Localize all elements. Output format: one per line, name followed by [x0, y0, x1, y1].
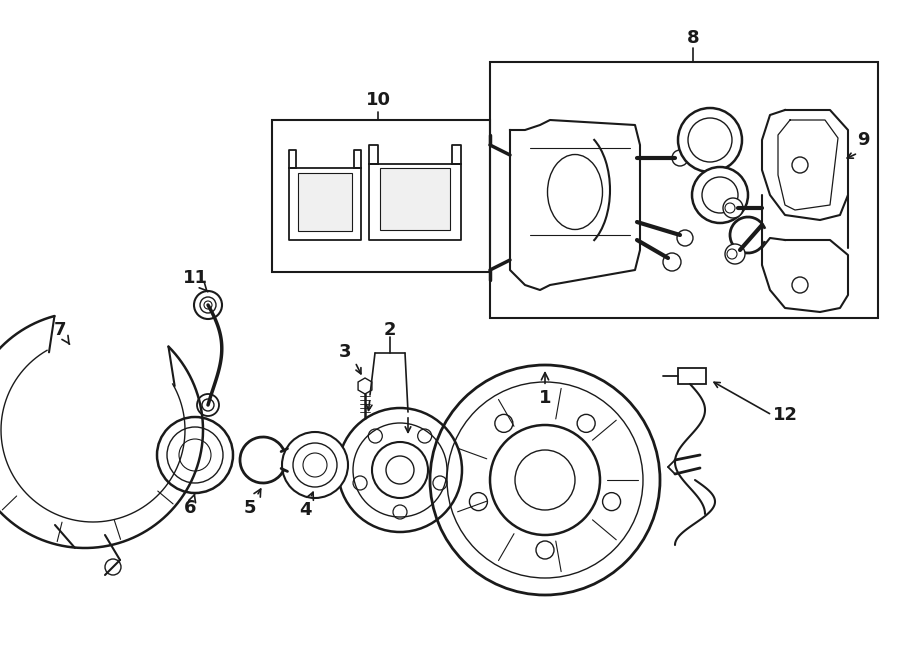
Text: 5: 5 [244, 489, 261, 517]
Text: 10: 10 [365, 91, 391, 109]
Text: 9: 9 [857, 131, 869, 149]
Polygon shape [510, 120, 640, 290]
Polygon shape [369, 145, 461, 239]
Text: 6: 6 [184, 494, 196, 517]
Text: 1: 1 [539, 373, 551, 407]
Circle shape [723, 198, 743, 218]
Bar [298, 173, 353, 231]
Circle shape [194, 291, 222, 319]
Circle shape [157, 417, 233, 493]
Polygon shape [762, 238, 848, 312]
Bar [490, 62, 878, 318]
Bar [678, 368, 706, 384]
Text: 2: 2 [383, 321, 396, 339]
Circle shape [197, 394, 219, 416]
Text: 4: 4 [299, 492, 313, 519]
Text: 8: 8 [687, 29, 699, 47]
Circle shape [672, 150, 688, 166]
Ellipse shape [547, 155, 602, 229]
Polygon shape [289, 150, 361, 240]
Text: 12: 12 [772, 406, 797, 424]
Bar [272, 120, 490, 272]
Circle shape [725, 244, 745, 264]
Circle shape [663, 253, 681, 271]
Circle shape [678, 108, 742, 172]
Text: 11: 11 [183, 269, 208, 292]
Circle shape [692, 167, 748, 223]
Circle shape [282, 432, 348, 498]
Text: 3: 3 [338, 343, 351, 361]
Bar [380, 169, 450, 230]
Text: 7: 7 [54, 321, 69, 344]
Circle shape [677, 230, 693, 246]
Polygon shape [762, 110, 848, 220]
